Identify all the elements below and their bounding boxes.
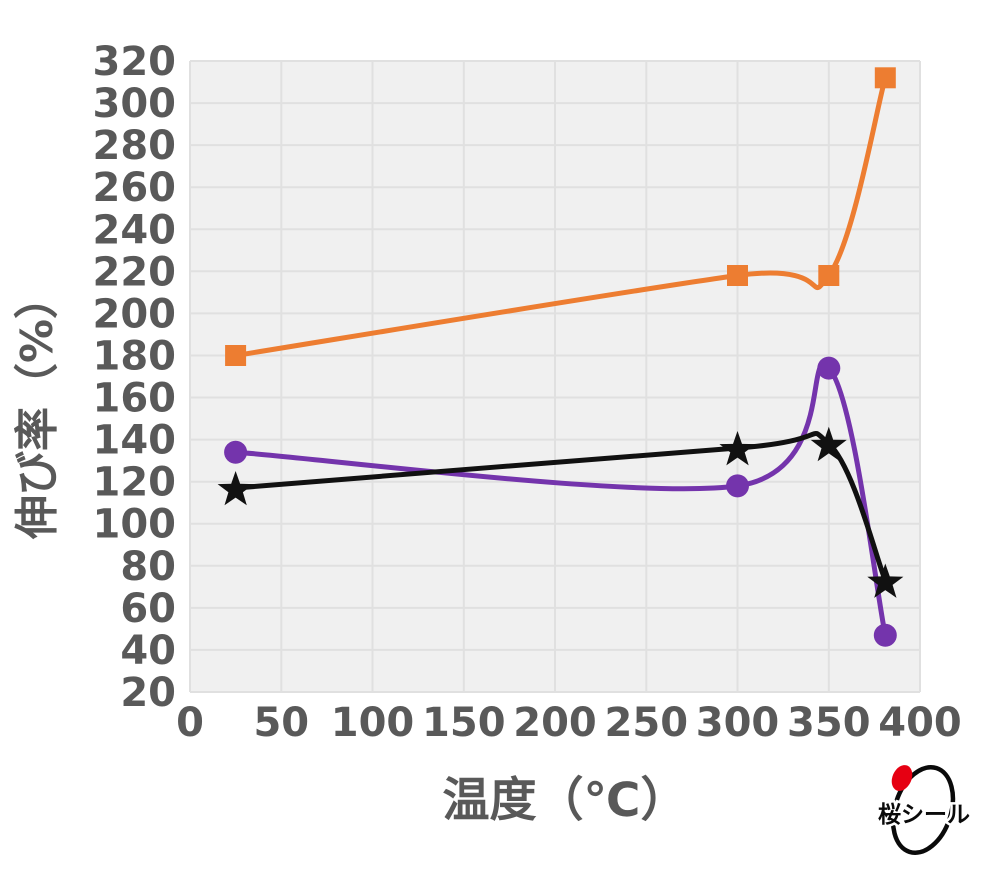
purple-circle-series-point-0 xyxy=(224,440,248,464)
logo-text: 桜シール xyxy=(878,802,970,828)
logo-ring-icon xyxy=(890,765,956,855)
x-tick-label-300: 300 xyxy=(696,700,780,746)
y-tick-label-200: 200 xyxy=(93,291,177,337)
y-tick-label-260: 260 xyxy=(93,165,177,211)
y-tick-label-80: 80 xyxy=(120,544,176,590)
y-tick-label-40: 40 xyxy=(120,628,176,674)
x-tick-label-400: 400 xyxy=(878,700,962,746)
black-star-series-point-1 xyxy=(719,431,756,466)
y-axis-title: 伸び率（%） xyxy=(12,275,63,540)
purple-circle-series-point-2 xyxy=(817,356,841,380)
orange-square-series-point-1 xyxy=(727,265,748,286)
black-star-series-point-2 xyxy=(810,426,847,462)
y-tick-label-240: 240 xyxy=(93,207,177,253)
orange-square-series-point-0 xyxy=(225,345,247,366)
black-star-series xyxy=(217,426,904,598)
x-tick-label-0: 0 xyxy=(176,700,204,746)
orange-square-series-point-2 xyxy=(818,265,840,286)
black-star-series-point-3 xyxy=(867,563,904,598)
orange-square-series-point-3 xyxy=(874,67,896,89)
x-axis-title: 温度（℃） xyxy=(443,773,688,828)
y-tick-label-220: 220 xyxy=(93,249,177,295)
black-star-series-point-0 xyxy=(217,471,254,506)
y-tick-label-120: 120 xyxy=(93,460,177,506)
x-tick-label-50: 50 xyxy=(253,700,309,746)
y-tick-label-300: 300 xyxy=(93,81,177,127)
y-tick-label-140: 140 xyxy=(93,418,177,464)
x-tick-label-150: 150 xyxy=(422,700,506,746)
y-tick-label-180: 180 xyxy=(93,334,177,380)
x-tick-label-100: 100 xyxy=(331,700,415,746)
y-tick-label-20: 20 xyxy=(120,670,176,716)
x-tick-label-250: 250 xyxy=(605,700,689,746)
y-tick-label-320: 320 xyxy=(93,39,177,85)
y-tick-label-160: 160 xyxy=(93,376,177,422)
y-tick-label-100: 100 xyxy=(93,502,177,548)
black-star-series-line xyxy=(233,430,888,583)
x-tick-label-200: 200 xyxy=(513,700,597,746)
x-tick-label-350: 350 xyxy=(787,700,871,746)
plot-area: 2040608010012014016018020022024026028030… xyxy=(93,39,962,746)
orange-square-series-line xyxy=(233,75,888,358)
orange-square-series xyxy=(225,67,896,366)
purple-circle-series-point-3 xyxy=(873,623,897,647)
y-tick-label-60: 60 xyxy=(120,586,176,632)
purple-circle-series-point-1 xyxy=(726,474,749,498)
logo-red-dot-icon xyxy=(891,765,913,791)
sakura-seal-logo: 桜シール xyxy=(876,765,973,855)
y-tick-label-280: 280 xyxy=(93,123,177,169)
